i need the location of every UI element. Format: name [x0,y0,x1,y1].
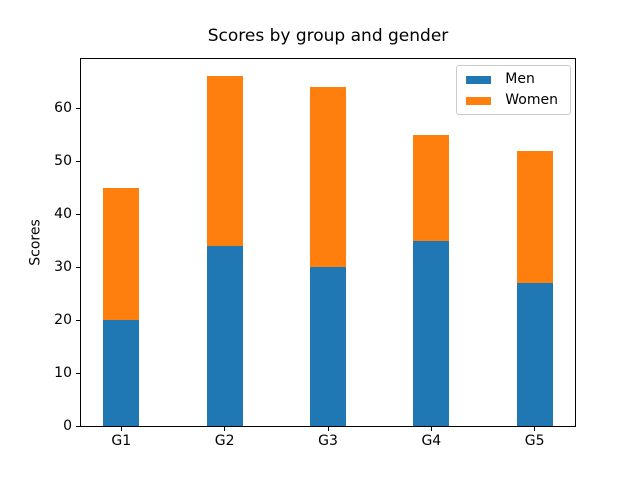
y-tick-label-60: 60 [54,100,72,117]
y-tick-label-40: 40 [54,206,72,223]
x-tick-label-g3: G3 [318,433,338,449]
chart-title: Scores by group and gender [207,26,449,46]
bar-segment-g4-men [413,240,450,426]
y-tick-mark-0 [76,425,80,427]
bar-segment-g4-women [413,134,450,241]
x-tick-label-g2: G2 [214,433,235,449]
legend-item-men: Men [466,72,558,87]
legend: Men Women [456,65,571,115]
y-tick-mark-20 [76,319,80,321]
x-tick-label-g1: G1 [111,433,132,449]
x-tick-mark-g3 [327,427,329,431]
y-tick-label-20: 20 [54,312,72,329]
bar-segment-g1-women [103,187,140,321]
y-tick-label-50: 50 [54,153,72,170]
y-tick-label-30: 30 [54,259,72,276]
y-tick-mark-40 [76,213,80,215]
y-tick-mark-60 [76,107,80,109]
y-tick-mark-50 [76,160,80,162]
y-tick-mark-30 [76,266,80,268]
y-tick-label-0: 0 [63,418,72,434]
legend-swatch-men-icon [466,75,492,84]
x-tick-mark-g1 [120,427,122,431]
x-tick-label-g5: G5 [524,433,545,449]
x-tick-mark-g2 [224,427,226,431]
plot-area: Men Women [80,58,576,427]
bar-segment-g1-men [103,320,140,426]
bar-segment-g5-men [516,283,553,426]
x-tick-label-g4: G4 [421,433,442,449]
y-tick-mark-10 [76,372,80,374]
bar-segment-g3-women [309,87,347,268]
x-tick-mark-g4 [430,427,432,431]
legend-label-women: Women [505,92,558,108]
x-tick-mark-g5 [534,427,536,431]
bar-segment-g2-women [206,76,243,246]
bar-segment-g2-men [206,245,243,426]
bar-segment-g3-men [309,267,347,426]
legend-item-women: Women [466,93,558,108]
legend-swatch-women-icon [466,96,492,105]
legend-label-men: Men [505,71,535,87]
y-tick-label-10: 10 [54,365,72,382]
bar-segment-g5-women [516,150,553,283]
